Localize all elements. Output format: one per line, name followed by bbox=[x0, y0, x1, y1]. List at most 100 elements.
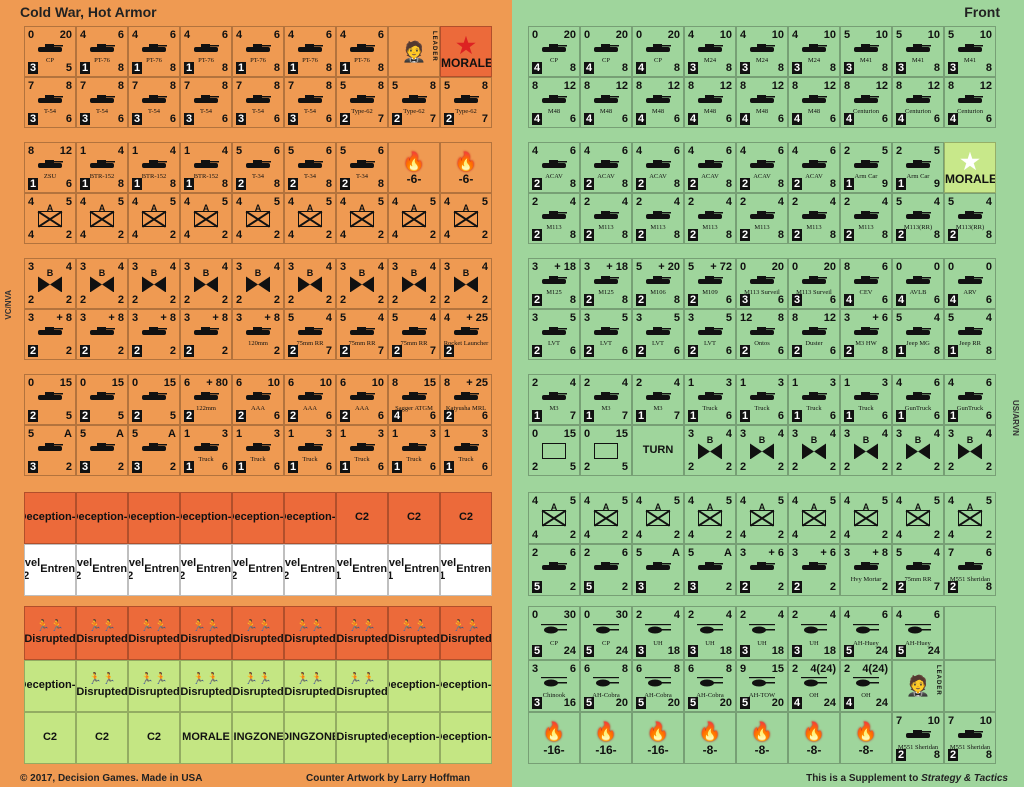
unit-counter[interactable]: 5 + 72 2 6 M109 bbox=[684, 258, 736, 309]
unit-counter[interactable]: 4 6 1 8 PT-76 bbox=[128, 26, 180, 77]
unit-counter[interactable]: 12 8 2 6 Ontos bbox=[736, 309, 788, 360]
unit-counter[interactable]: 4 6 1 8 PT-76 bbox=[76, 26, 128, 77]
recon-counter[interactable]: 3 4 2 2 B bbox=[944, 425, 996, 476]
infantry-counter[interactable]: 4 5 4 2 A bbox=[892, 492, 944, 544]
disrupted-counter[interactable]: 🏃🏃 Disrupted bbox=[180, 606, 232, 660]
unit-counter[interactable]: 7 8 3 6 T-54 bbox=[128, 77, 180, 128]
unit-counter[interactable]: 5 A 3 2 bbox=[128, 425, 180, 476]
unit-counter[interactable]: 5 A 3 2 bbox=[632, 544, 684, 596]
c2-counter[interactable]: C2 bbox=[76, 712, 128, 764]
unit-counter[interactable]: 7 8 3 6 T-54 bbox=[284, 77, 336, 128]
unit-counter[interactable]: 1 4 1 8 BTR-152 bbox=[128, 142, 180, 193]
unit-counter[interactable]: 5 8 2 7 Type-62 bbox=[336, 77, 388, 128]
morale-counter[interactable]: ★ MORALE bbox=[440, 26, 492, 77]
unit-counter[interactable]: 0 20 3 6 M113 Surveil bbox=[736, 258, 788, 309]
infantry-counter[interactable]: 4 5 4 2 A bbox=[388, 193, 440, 244]
smoke-counter[interactable]: 🔥 -16- bbox=[528, 712, 580, 764]
entrench-counter[interactable]: Level 2Entrench bbox=[232, 544, 284, 596]
unit-counter[interactable]: 2 4 1 7 M3 bbox=[632, 374, 684, 425]
unit-counter[interactable]: 5 6 2 8 T-34 bbox=[284, 142, 336, 193]
unit-counter[interactable]: 8 12 4 6 Centurion bbox=[840, 77, 892, 128]
disrupted-counter[interactable]: 🏃🏃 Disrupted bbox=[128, 660, 180, 712]
unit-counter[interactable]: 1 3 1 6 Truck bbox=[180, 425, 232, 476]
infantry-counter[interactable]: 4 5 4 2 A bbox=[24, 193, 76, 244]
entrench-counter[interactable]: Level 2Entrench bbox=[128, 544, 180, 596]
c2-counter[interactable]: C2 bbox=[24, 712, 76, 764]
unit-counter[interactable]: 2 4 2 8 M113 bbox=[736, 193, 788, 244]
infantry-counter[interactable]: 4 5 4 2 A bbox=[684, 492, 736, 544]
infantry-counter[interactable]: 4 5 4 2 A bbox=[232, 193, 284, 244]
unit-counter[interactable]: 0 0 4 6 AVLB bbox=[892, 258, 944, 309]
recon-counter[interactable]: 3 4 2 2 B bbox=[440, 258, 492, 309]
unit-counter[interactable]: 5 + 20 2 8 M106 bbox=[632, 258, 684, 309]
fire-counter[interactable]: 🔥 -6- bbox=[440, 142, 492, 193]
disrupted-counter[interactable]: 🏃🏃 Disrupted bbox=[336, 660, 388, 712]
unit-counter[interactable]: 1 3 1 6 Truck bbox=[788, 374, 840, 425]
unit-counter[interactable]: 5 8 2 7 Type-62 bbox=[440, 77, 492, 128]
infantry-counter[interactable]: 4 5 4 2 A bbox=[336, 193, 388, 244]
unit-counter[interactable]: 3 + 8 2 2 bbox=[24, 309, 76, 360]
unit-counter[interactable]: 6 + 80 2 122mm bbox=[180, 374, 232, 425]
leader-counter[interactable]: LEADER 🤵 bbox=[892, 660, 944, 712]
unit-counter[interactable]: 6 8 5 20 AH-Cobra bbox=[684, 660, 736, 712]
recon-counter[interactable]: 3 4 2 2 B bbox=[284, 258, 336, 309]
unit-counter[interactable]: 7 6 2 8 M551 Sheridan bbox=[944, 544, 996, 596]
unit-counter[interactable]: 3 + 6 2 2 bbox=[736, 544, 788, 596]
unit-counter[interactable]: 5 4 2 8 M113(RR) bbox=[892, 193, 944, 244]
disrupted-counter[interactable]: 🏃🏃 Disrupted bbox=[232, 660, 284, 712]
smoke-counter[interactable]: 🔥 -16- bbox=[580, 712, 632, 764]
infantry-counter[interactable]: 4 5 4 2 A bbox=[632, 492, 684, 544]
turn-counter[interactable]: TURN bbox=[632, 425, 684, 476]
unit-counter[interactable]: 6 10 2 6 AAA bbox=[232, 374, 284, 425]
unit-counter[interactable]: 8 15 4 6 Sagger ATGM bbox=[388, 374, 440, 425]
unit-counter[interactable]: 2 6 5 2 bbox=[580, 544, 632, 596]
infantry-counter[interactable]: 4 5 4 2 A bbox=[284, 193, 336, 244]
deception-counter[interactable]: Deception-9 bbox=[440, 712, 492, 764]
deception-counter[interactable]: Deception-9 bbox=[180, 492, 232, 544]
entrench-counter[interactable]: Level 2Entrench bbox=[284, 544, 336, 596]
unit-counter[interactable]: 0 20 4 8 CP bbox=[632, 26, 684, 77]
unit-counter[interactable]: 1 4 1 8 BTR-152 bbox=[180, 142, 232, 193]
disrupted-counter[interactable]: 🏃🏃 Disrupted bbox=[24, 606, 76, 660]
unit-counter[interactable]: 0 20 4 8 CP bbox=[528, 26, 580, 77]
unit-counter[interactable]: 5 4 1 8 Jeep MG bbox=[892, 309, 944, 360]
disrupted-counter[interactable]: 🏃🏃 Disrupted bbox=[180, 660, 232, 712]
unit-counter[interactable]: 3 + 8 2 120mm bbox=[232, 309, 284, 360]
unit-counter[interactable]: 4 6 1 8 PT-76 bbox=[284, 26, 336, 77]
c2-counter[interactable]: C2 bbox=[128, 712, 180, 764]
unit-counter[interactable]: 0 15 2 5 bbox=[76, 374, 128, 425]
empty-slot[interactable] bbox=[944, 606, 996, 660]
unit-counter[interactable]: 3 + 8 2 Hvy Mortar bbox=[840, 544, 892, 596]
unit-counter[interactable]: 8 12 4 6 M48 bbox=[736, 77, 788, 128]
disrupted-counter[interactable]: 🏃🏃 Disrupted bbox=[388, 606, 440, 660]
unit-counter[interactable]: 2 4 2 8 M113 bbox=[788, 193, 840, 244]
entrench-counter[interactable]: Level 2Entrench bbox=[24, 544, 76, 596]
infantry-counter[interactable]: 4 5 4 2 A bbox=[528, 492, 580, 544]
unit-counter[interactable]: 4 6 1 6 GunTruck bbox=[944, 374, 996, 425]
hq-counter[interactable]: 0 15 2 5 bbox=[580, 425, 632, 476]
disrupted-counter[interactable]: 🏃🏃 Disrupted bbox=[336, 606, 388, 660]
unit-counter[interactable]: 5 10 3 8 M41 bbox=[944, 26, 996, 77]
infantry-counter[interactable]: 4 5 4 2 A bbox=[580, 492, 632, 544]
unit-counter[interactable]: 5 A 3 2 bbox=[24, 425, 76, 476]
infantry-counter[interactable]: 4 5 4 2 A bbox=[76, 193, 128, 244]
infantry-counter[interactable]: 4 5 4 2 A bbox=[736, 492, 788, 544]
unit-counter[interactable]: 4 6 5 24 AH-Huey bbox=[892, 606, 944, 660]
unit-counter[interactable]: 3 + 8 2 2 bbox=[180, 309, 232, 360]
unit-counter[interactable]: 4 10 3 8 M24 bbox=[684, 26, 736, 77]
deception-counter[interactable]: Deception-9 bbox=[388, 660, 440, 712]
unit-counter[interactable]: 5 4 2 7 75mm RR bbox=[336, 309, 388, 360]
unit-counter[interactable]: 4 6 2 8 ACAV bbox=[788, 142, 840, 193]
infantry-counter[interactable]: 4 5 4 2 A bbox=[840, 492, 892, 544]
unit-counter[interactable]: 2 4 3 18 UH bbox=[788, 606, 840, 660]
unit-counter[interactable]: 8 6 4 6 CEV bbox=[840, 258, 892, 309]
unit-counter[interactable]: 4 6 1 8 PT-76 bbox=[336, 26, 388, 77]
unit-counter[interactable]: 4 6 2 8 ACAV bbox=[736, 142, 788, 193]
c2-counter[interactable]: C2 bbox=[388, 492, 440, 544]
unit-counter[interactable]: 1 3 1 6 Truck bbox=[440, 425, 492, 476]
unit-counter[interactable]: 0 15 2 5 bbox=[24, 374, 76, 425]
entrench-counter[interactable]: Level 2Entrench bbox=[180, 544, 232, 596]
unit-counter[interactable]: 2 4(24) 4 24 OH bbox=[788, 660, 840, 712]
landing-zone-counter[interactable]: LANDINGZONEZULU bbox=[232, 712, 284, 764]
unit-counter[interactable]: 7 8 3 6 T-54 bbox=[232, 77, 284, 128]
